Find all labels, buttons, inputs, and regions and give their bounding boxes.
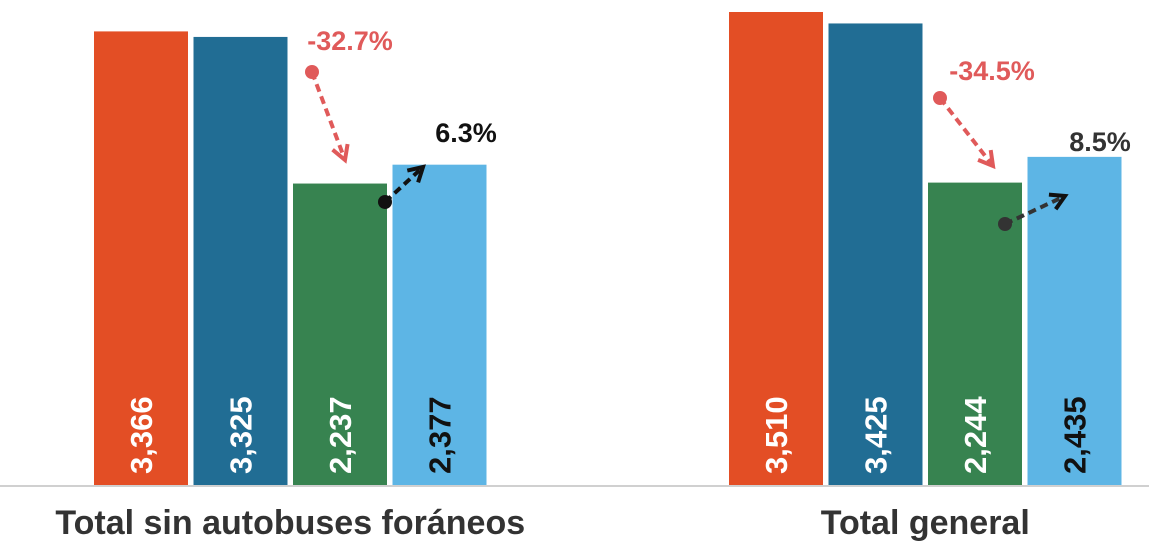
value-label: 3,425 <box>859 396 894 474</box>
annotation: -32.7% <box>307 26 393 56</box>
annotation-dot <box>998 217 1012 231</box>
annotation-arrow <box>938 96 996 170</box>
bar <box>392 164 487 485</box>
bar <box>293 183 387 485</box>
value-label: 3,510 <box>759 396 794 474</box>
value-label: 2,377 <box>423 396 458 474</box>
bar <box>928 182 1022 485</box>
annotation-dot <box>933 91 947 105</box>
value-label: 2,435 <box>1058 396 1093 474</box>
annotation-arrow <box>1004 192 1069 226</box>
annotation: 8.5% <box>1069 127 1131 157</box>
bar <box>729 12 823 485</box>
bar <box>1027 156 1122 485</box>
value-label: 2,237 <box>323 396 358 474</box>
bar <box>193 36 288 485</box>
annotation-arrow <box>310 71 350 164</box>
bar <box>94 31 188 486</box>
category-label: Total sin autobuses foráneos <box>55 504 525 542</box>
category-label: Total general <box>821 504 1030 542</box>
value-label: 3,325 <box>224 396 259 474</box>
annotation-dot <box>378 195 392 209</box>
annotation-dot <box>305 65 319 79</box>
bar <box>828 23 923 486</box>
annotation: 6.3% <box>435 118 497 148</box>
value-label: 2,244 <box>958 396 993 474</box>
annotation-arrow <box>383 164 426 204</box>
annotation: -34.5% <box>949 56 1035 86</box>
value-label: 3,366 <box>124 396 159 474</box>
